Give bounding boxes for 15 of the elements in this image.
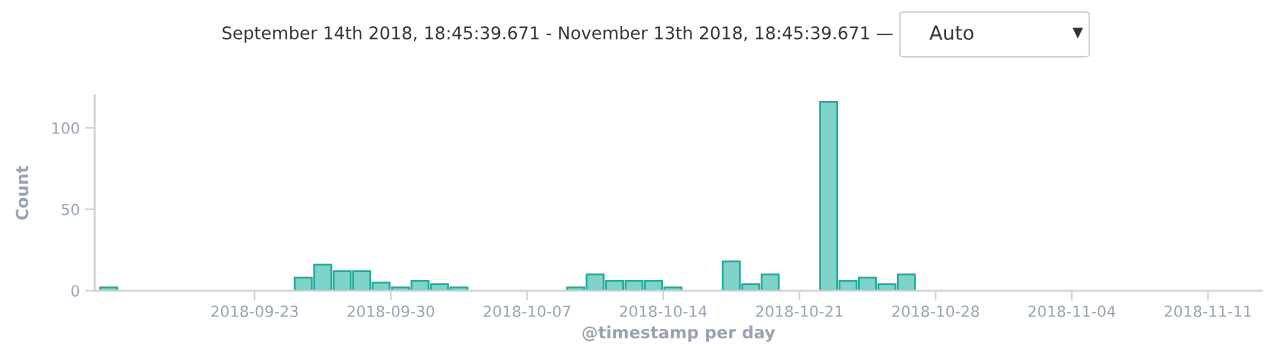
x-tick-label: 2018-09-30 xyxy=(347,305,435,318)
x-tick-label: 2018-10-14 xyxy=(619,305,707,318)
text: Auto xyxy=(929,25,974,41)
x-tick-label: 2018-09-23 xyxy=(211,305,298,318)
x-tick-label: 2018-10-21 xyxy=(756,305,843,318)
x-axis-title: @timestamp per day xyxy=(582,325,776,342)
x-tick-label: 2018-11-04 xyxy=(1028,305,1116,318)
y-axis-title: Count xyxy=(15,165,29,220)
x-tick-label: 2018-10-28 xyxy=(892,305,979,318)
y-tick-label: 0 xyxy=(71,285,80,297)
y-tick-label: 100 xyxy=(52,122,80,134)
x-tick-label: 2018-11-11 xyxy=(1164,305,1251,318)
x-tick-label: 2018-10-07 xyxy=(483,305,571,318)
y-tick-label: 50 xyxy=(61,203,80,216)
chart-title: September 14th 2018, 18:45:39.671 - November 13th 2018, 18:45:39.671 — xyxy=(222,26,893,43)
